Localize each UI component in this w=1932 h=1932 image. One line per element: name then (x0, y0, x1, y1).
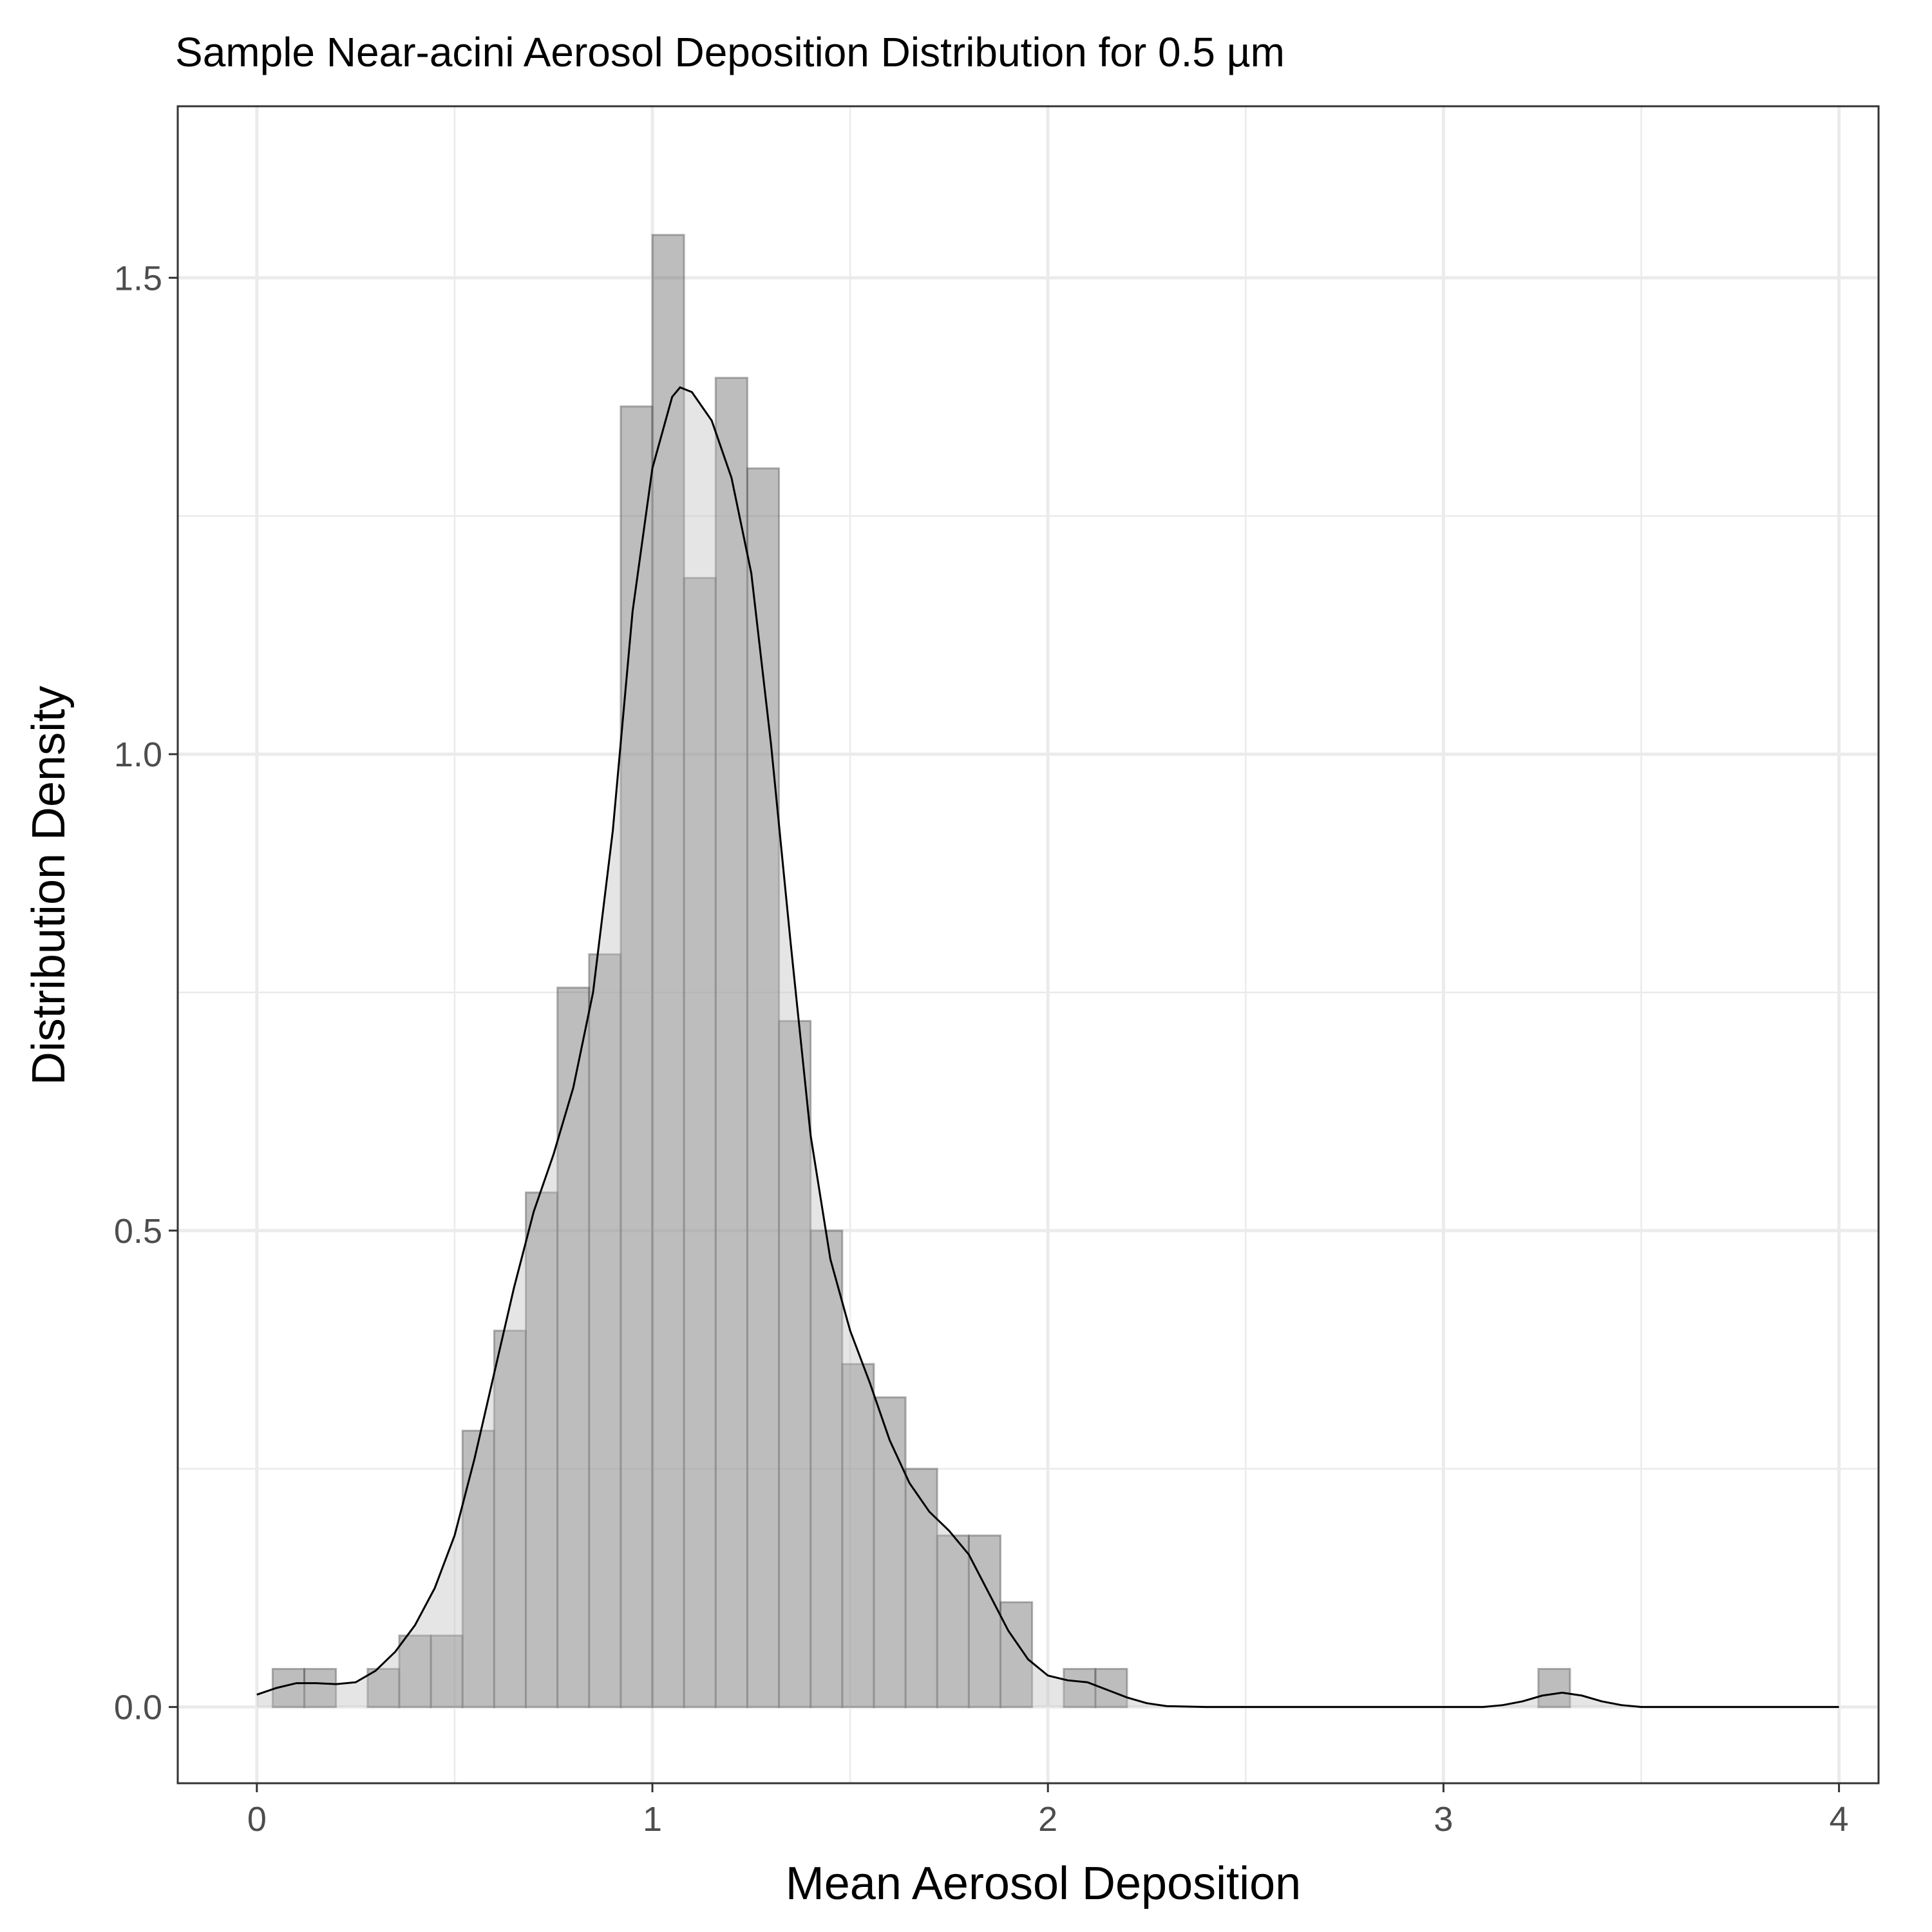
histogram-bar-27 (1537, 1667, 1571, 1709)
histogram-bar-20 (904, 1468, 938, 1709)
histogram-bar-1 (303, 1667, 337, 1709)
histogram-bar-17 (810, 1229, 844, 1709)
histogram-bar-14 (714, 377, 748, 1709)
histogram-bar-7 (493, 1329, 527, 1709)
histogram-bar-10 (588, 953, 622, 1709)
y-tick-label: 0.0 (114, 1689, 162, 1727)
x-axis-label: Mean Aerosol Deposition (786, 1858, 1301, 1909)
x-tick-label: 2 (1038, 1800, 1057, 1839)
histogram-bar-9 (556, 987, 591, 1709)
panel-border (176, 105, 1880, 1785)
y-tick-label: 1.0 (114, 735, 162, 774)
histogram-bar-23 (999, 1601, 1034, 1709)
histogram-bar-18 (841, 1363, 875, 1709)
y-tick-label: 0.5 (114, 1212, 162, 1251)
x-tick-label: 3 (1434, 1800, 1453, 1839)
density-curve (256, 386, 1839, 1709)
x-tick-label: 4 (1830, 1800, 1849, 1839)
histogram-bar-25 (1063, 1667, 1097, 1709)
histogram-bar-6 (461, 1430, 495, 1709)
y-tick-label: 1.5 (114, 259, 162, 298)
panel-background (178, 106, 1879, 1783)
y-axis-label: Distribution Density (23, 686, 75, 1085)
histogram-bar-3 (366, 1667, 401, 1709)
histogram-bar-11 (620, 405, 654, 1709)
density-area (256, 387, 1839, 1707)
x-tick-label: 0 (247, 1800, 267, 1839)
histogram-bar-8 (524, 1191, 559, 1709)
histogram-bar-5 (430, 1634, 464, 1709)
histogram-bar-19 (873, 1396, 907, 1709)
histogram-bar-4 (398, 1634, 432, 1709)
chart-title: Sample Near-acini Aerosol Deposition Dis… (175, 29, 1285, 75)
plot-panel (176, 105, 1880, 1785)
histogram-bar-13 (683, 576, 717, 1709)
histogram-bar-16 (778, 1019, 812, 1709)
x-tick-label: 1 (643, 1800, 662, 1839)
histogram-bar-12 (651, 234, 685, 1709)
